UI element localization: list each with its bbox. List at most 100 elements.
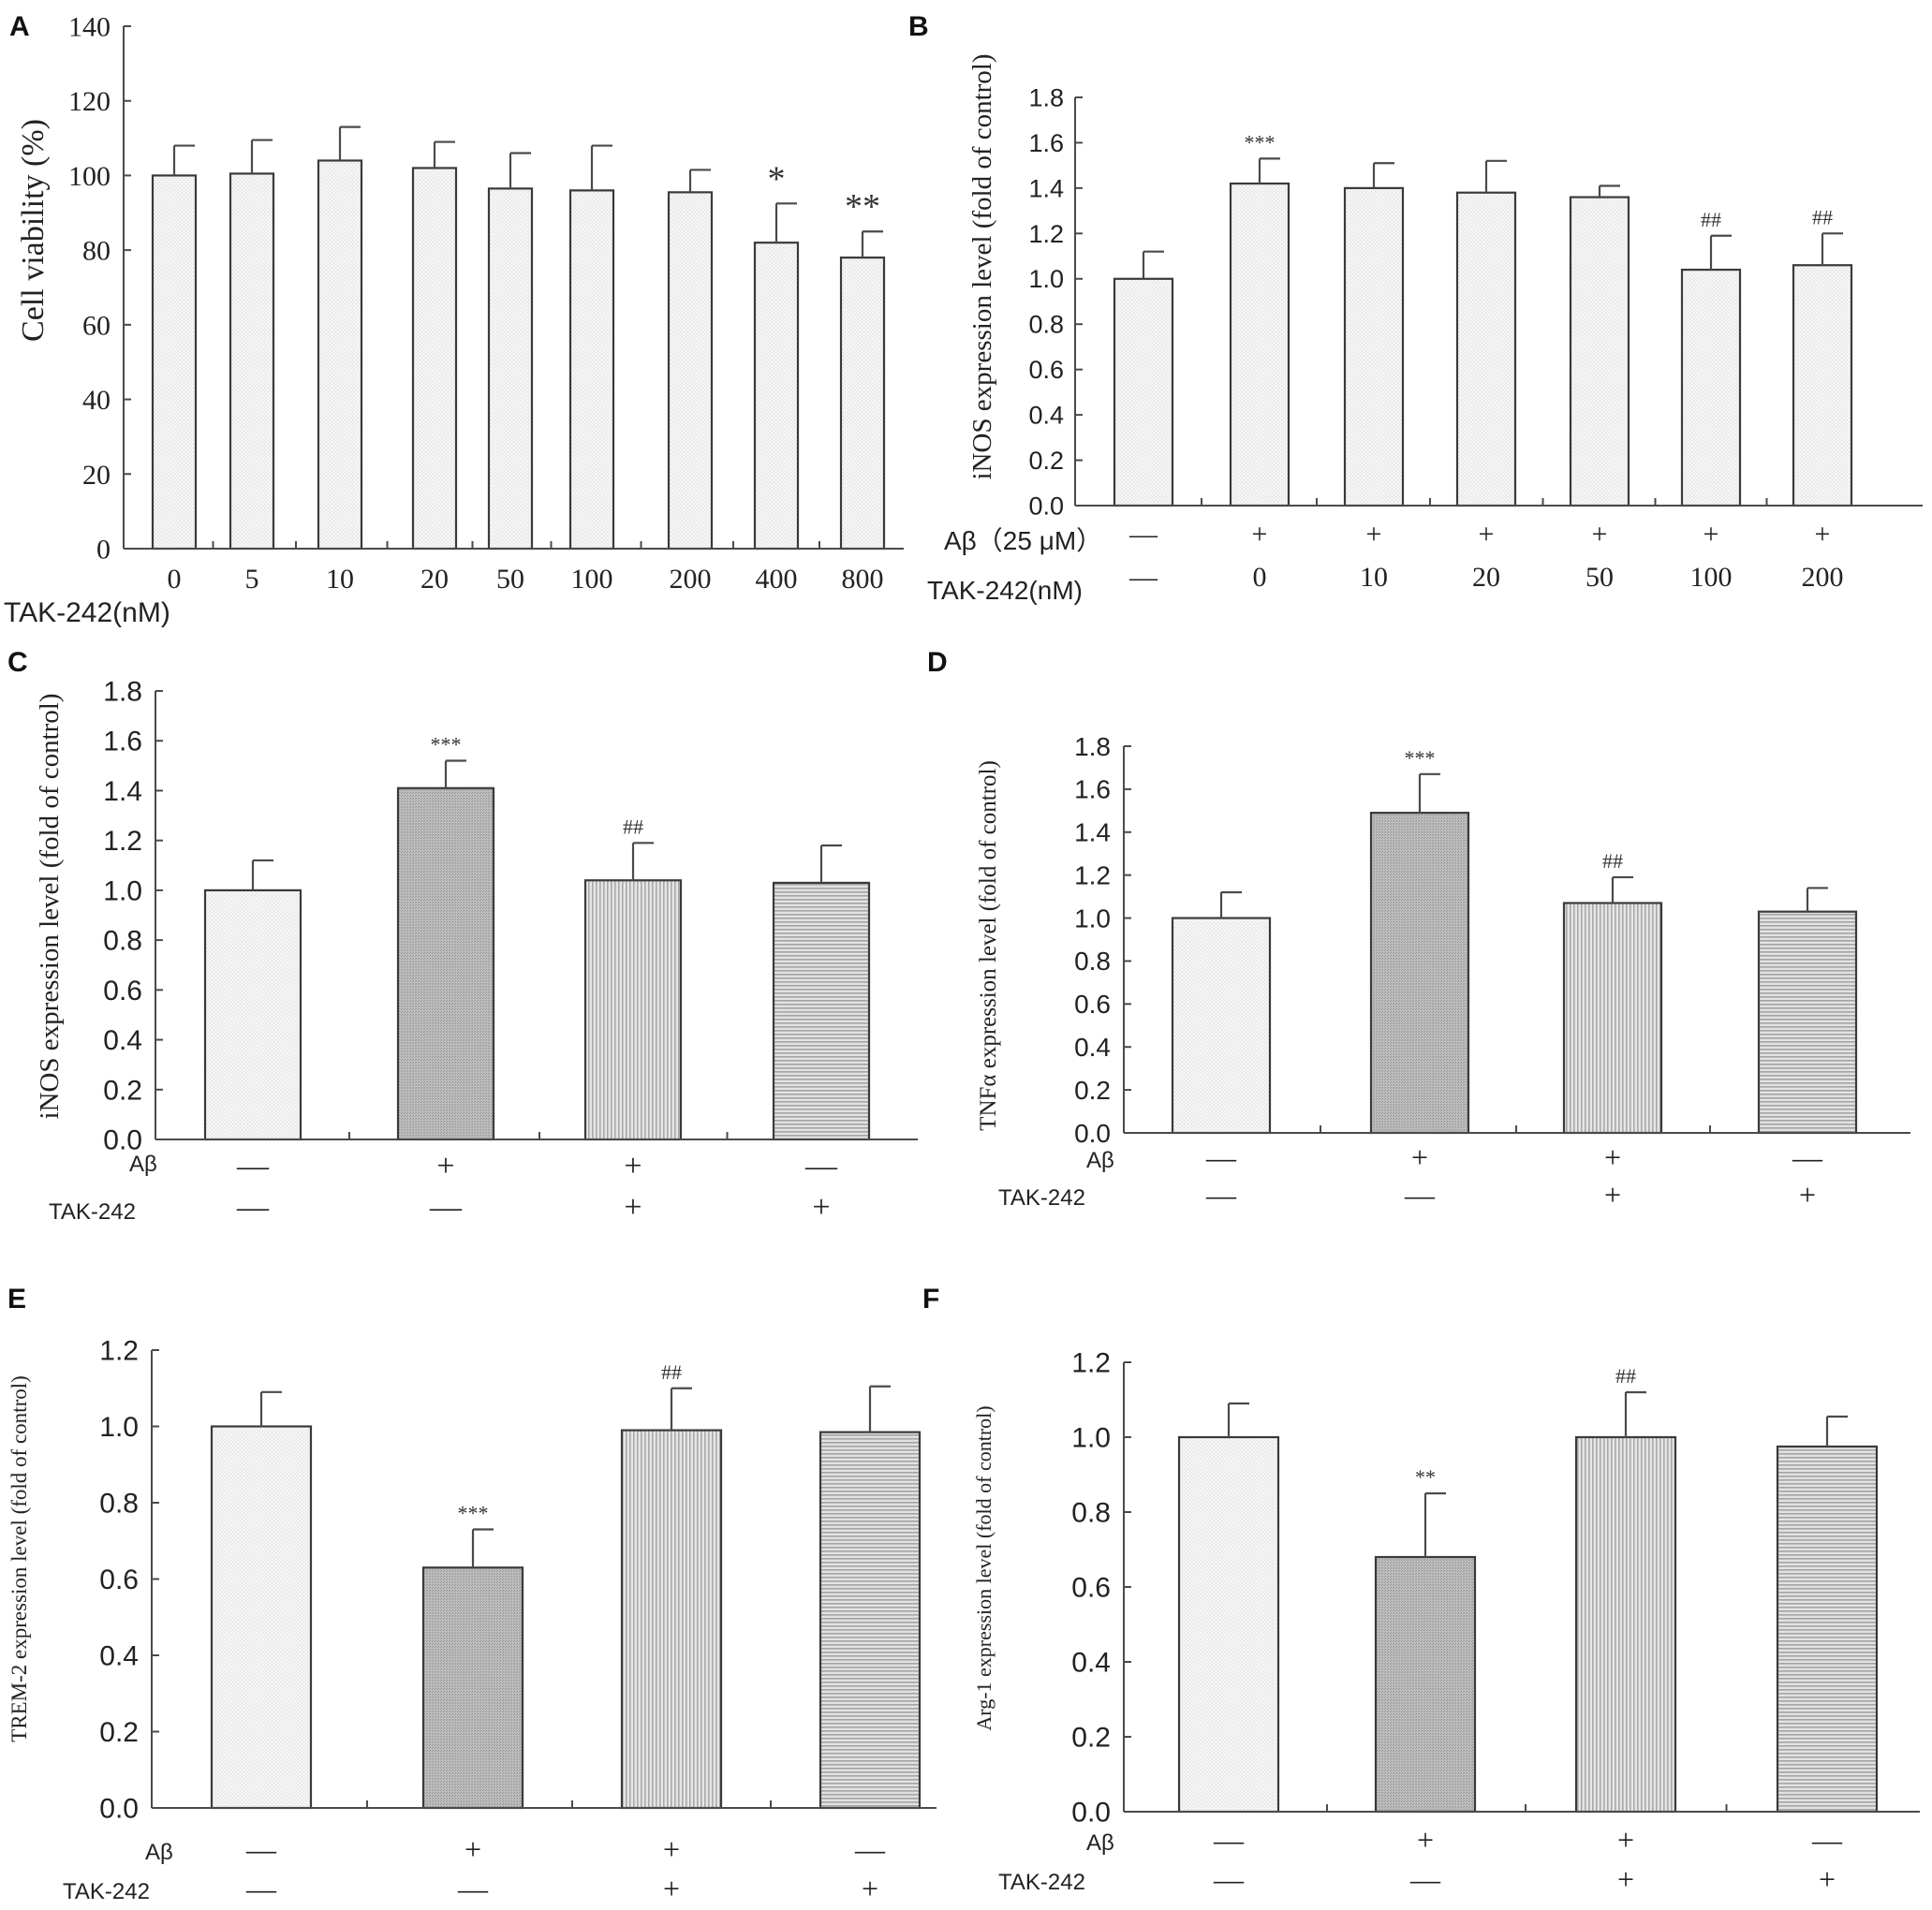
significance-mark: ## xyxy=(1701,208,1721,231)
panel-e-y-ticks: 0.0 0.2 0.4 0.6 0.8 1.0 1.2 xyxy=(99,1336,159,1825)
bar xyxy=(772,881,871,1141)
y-tick-label: 140 xyxy=(68,12,111,43)
bar xyxy=(753,242,800,551)
abeta-condition: — xyxy=(1213,1823,1245,1857)
bar xyxy=(1569,196,1630,507)
y-tick-label: 0.2 xyxy=(99,1717,139,1748)
abeta-condition: + xyxy=(1815,519,1831,550)
y-tick-label: 0.6 xyxy=(1071,1573,1111,1604)
panel-b-y-ticks: 0.0 0.2 0.4 0.6 0.8 1.0 1.2 1.4 1.6 1.8 xyxy=(1028,83,1083,520)
panel-c-y-ticks: 0.0 0.2 0.4 0.6 0.8 1.0 1.2 1.4 1.6 1.8 xyxy=(103,677,163,1156)
y-tick-label: 1.4 xyxy=(1028,174,1064,202)
tak242-condition: — xyxy=(457,1872,489,1905)
significance-mark: *** xyxy=(458,1502,489,1525)
panel-c-tak242-row-label: TAK-242 xyxy=(49,1199,136,1225)
y-tick-label: 0.0 xyxy=(1071,1798,1111,1829)
y-tick-label: 1.0 xyxy=(103,875,142,906)
y-tick-label: 0 xyxy=(96,535,111,566)
bar xyxy=(667,191,714,551)
panel-a: A Cell viability (%) 020406080100120140 … xyxy=(4,11,904,628)
panel-b-abeta-row-label: Aβ（25 μM） xyxy=(944,526,1102,555)
y-tick-label: 80 xyxy=(82,236,111,267)
y-tick-label: 0.4 xyxy=(99,1641,139,1672)
bar xyxy=(1374,1555,1477,1814)
tak242-condition: 100 xyxy=(1690,562,1733,593)
panel-e-abeta-row-label: Aβ xyxy=(145,1840,173,1865)
panel-e: E TREM-2 expression level (fold of contr… xyxy=(7,1284,937,1905)
abeta-condition: + xyxy=(1411,1140,1428,1174)
bar xyxy=(203,889,302,1141)
panel-b-letter: B xyxy=(908,11,929,42)
abeta-condition: + xyxy=(1592,519,1608,550)
tak242-condition: — xyxy=(1409,1862,1441,1896)
tak242-condition: 0 xyxy=(1253,562,1267,593)
bar xyxy=(839,257,886,551)
panel-d-abeta-row-label: Aβ xyxy=(1086,1148,1114,1173)
tak242-condition: 50 xyxy=(1585,562,1614,593)
y-tick-label: 0.2 xyxy=(1028,447,1064,475)
y-tick-label: 1.0 xyxy=(99,1412,139,1443)
panel-d-y-ticks: 0.0 0.2 0.4 0.6 0.8 1.0 1.2 1.4 1.6 1.8 xyxy=(1074,732,1131,1148)
y-tick-label: 0.6 xyxy=(99,1565,139,1595)
panel-e-abeta-row: — + + — xyxy=(245,1832,886,1866)
tak242-condition: — xyxy=(236,1190,270,1225)
significance-mark: ## xyxy=(623,815,643,838)
tak242-condition: — xyxy=(1205,1178,1237,1212)
panel-b-tak242-row: — 0 10 20 50 100 200 xyxy=(1128,562,1844,593)
panel-f-y-ticks: 0.0 0.2 0.4 0.6 0.8 1.0 1.2 xyxy=(1071,1348,1131,1829)
bar xyxy=(421,1566,524,1810)
panel-d-letter: D xyxy=(927,647,948,678)
panel-f-tak242-row-label: TAK-242 xyxy=(998,1870,1085,1895)
panel-a-bars: *** xyxy=(151,125,886,551)
y-tick-label: 1.8 xyxy=(1074,732,1111,761)
y-tick-label: 20 xyxy=(82,460,111,491)
panel-e-bars: *** ## xyxy=(210,1360,922,1810)
abeta-condition: — xyxy=(1128,519,1158,550)
panel-c-abeta-row-label: Aβ xyxy=(129,1152,157,1177)
x-tick-label: 20 xyxy=(420,564,449,595)
tak242-condition: + xyxy=(1617,1862,1634,1896)
panel-b-abeta-row: — + + + + + + xyxy=(1128,519,1830,550)
y-tick-label: 0.6 xyxy=(103,976,142,1006)
significance-mark: * xyxy=(768,159,786,198)
panel-f-letter: F xyxy=(922,1284,939,1315)
x-tick-label: 5 xyxy=(245,564,259,595)
panel-c-abeta-row: — + + — xyxy=(236,1149,838,1183)
bar xyxy=(568,189,615,551)
bar xyxy=(583,879,683,1141)
bar xyxy=(487,187,534,551)
abeta-condition: + xyxy=(1366,519,1382,550)
panel-d-tak242-row-label: TAK-242 xyxy=(998,1185,1085,1211)
abeta-condition: — xyxy=(1205,1140,1237,1174)
tak242-condition: — xyxy=(1128,562,1158,593)
tak242-condition: — xyxy=(429,1190,463,1225)
y-tick-label: 0.8 xyxy=(99,1489,139,1520)
tak242-condition: 10 xyxy=(1360,562,1388,593)
panel-f-abeta-row-label: Aβ xyxy=(1086,1830,1114,1856)
panel-d-tak242-row: — — + + xyxy=(1205,1178,1816,1212)
y-tick-label: 0.0 xyxy=(1074,1119,1111,1148)
panel-d: D TNFα expression level (fold of control… xyxy=(927,647,1910,1212)
panel-d-abeta-row: — + + — xyxy=(1205,1140,1823,1174)
bar xyxy=(1776,1445,1879,1814)
abeta-condition: + xyxy=(1617,1823,1634,1857)
y-tick-label: 0.4 xyxy=(1071,1648,1111,1679)
abeta-condition: — xyxy=(854,1832,886,1866)
bar xyxy=(1562,902,1663,1135)
y-tick-label: 0.2 xyxy=(1071,1723,1111,1754)
panel-f-y-axis-label: Arg-1 expression level (fold of control) xyxy=(972,1405,995,1730)
bar xyxy=(1171,917,1272,1135)
abeta-condition: — xyxy=(1792,1140,1823,1174)
panel-a-x-axis-label: TAK-242(nM) xyxy=(4,597,170,628)
y-tick-label: 1.4 xyxy=(103,776,142,807)
panel-a-y-ticks: 0 20 40 60 80 100 120 140 xyxy=(68,12,131,566)
x-tick-label: 800 xyxy=(842,564,884,595)
bar xyxy=(1229,182,1290,507)
tak242-condition: — xyxy=(245,1872,277,1905)
abeta-condition: — xyxy=(245,1832,277,1866)
y-tick-label: 0.0 xyxy=(99,1794,139,1825)
tak242-condition: + xyxy=(1604,1178,1621,1212)
tak242-condition: + xyxy=(624,1190,642,1225)
y-tick-label: 100 xyxy=(68,161,111,192)
